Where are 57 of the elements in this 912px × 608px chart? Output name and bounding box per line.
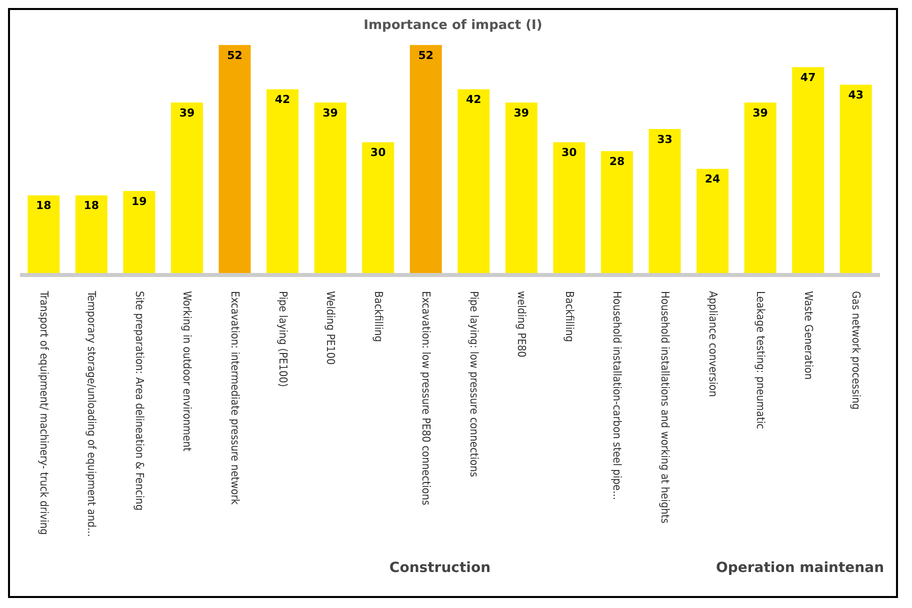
x-tick-label: Welding PE100 bbox=[324, 291, 338, 365]
bar bbox=[170, 102, 203, 275]
bar bbox=[840, 84, 872, 275]
data-label: 42 bbox=[466, 93, 482, 106]
data-label: 28 bbox=[609, 154, 625, 168]
bar bbox=[314, 102, 346, 275]
data-label: 47 bbox=[800, 70, 816, 84]
text: Operation maintenan bbox=[714, 560, 886, 576]
bar bbox=[266, 89, 299, 275]
data-label: 39 bbox=[179, 106, 195, 120]
x-tick-label: Transport of equipment/ machinery- truck driving bbox=[37, 290, 50, 535]
data-label: 39 bbox=[752, 106, 768, 120]
x-tick-label: Leakage testing: pneumatic bbox=[754, 291, 768, 430]
data-label: 18 bbox=[84, 199, 100, 212]
bar bbox=[600, 151, 633, 275]
x-tick-label: Gas network processing bbox=[850, 291, 863, 410]
bar bbox=[75, 195, 108, 275]
data-label: 33 bbox=[657, 132, 672, 146]
data-label: 52 bbox=[418, 48, 434, 62]
x-tick-label: Pipe laying (PE100) bbox=[276, 291, 290, 388]
bar bbox=[792, 67, 824, 275]
x-tick-label: Household installation-carbon steel pipe... bbox=[610, 291, 624, 500]
x-tick-label: Backfilling bbox=[372, 291, 385, 342]
bar bbox=[218, 45, 251, 275]
bar bbox=[744, 102, 776, 275]
data-label: 43 bbox=[848, 88, 864, 102]
data-label: 30 bbox=[562, 146, 578, 160]
bar bbox=[123, 190, 156, 275]
data-label: 52 bbox=[227, 48, 242, 62]
x-tick-label: Temporary storage/unloading of equipment and... bbox=[85, 290, 98, 537]
x-tick-label: Excavation: intermediate pressure network bbox=[228, 291, 242, 505]
data-label: 18 bbox=[36, 199, 52, 212]
data-label: 24 bbox=[704, 172, 721, 186]
chart-title: Importance of impact (I) bbox=[362, 18, 544, 33]
x-tick-label: welding PE80 bbox=[515, 291, 528, 358]
bar bbox=[28, 195, 60, 275]
bar bbox=[410, 45, 442, 275]
x-tick-label: Pipe laying: low pressure connections bbox=[467, 291, 480, 478]
x-tick-label: Site preparation: Area delineation & Fencing bbox=[132, 291, 146, 511]
bar bbox=[362, 142, 394, 275]
data-label: 19 bbox=[132, 194, 147, 208]
data-label: 39 bbox=[322, 106, 338, 120]
x-tick-label: Working in outdoor environment bbox=[180, 291, 194, 452]
x-tick-label: Backfilling bbox=[562, 291, 576, 342]
x-tick-label: Waste Generation bbox=[802, 291, 815, 380]
bar bbox=[458, 89, 490, 275]
bar bbox=[553, 142, 586, 275]
x-tick-label: Appliance conversion bbox=[706, 291, 720, 397]
x-tick-label: Excavation: low pressure PE80 connections bbox=[420, 291, 433, 506]
text: Construction bbox=[388, 560, 492, 576]
data-label: 42 bbox=[274, 93, 290, 106]
data-label: 39 bbox=[514, 106, 530, 120]
bar bbox=[696, 168, 729, 275]
bar bbox=[505, 102, 538, 275]
data-label: 30 bbox=[370, 146, 386, 160]
bar bbox=[648, 129, 681, 275]
x-tick-label: Household installations and working at heights bbox=[658, 291, 672, 524]
